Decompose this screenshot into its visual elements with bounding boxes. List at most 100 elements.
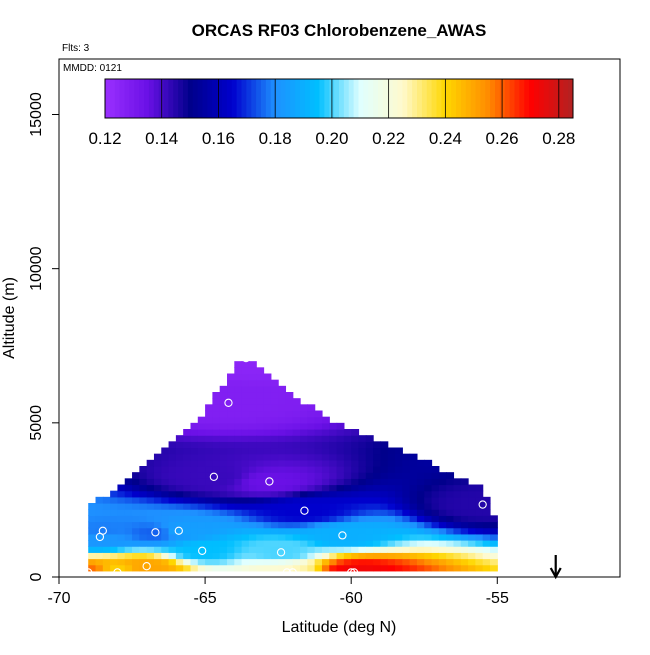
heatmap-cell [343, 435, 352, 442]
heatmap-cell [307, 416, 316, 424]
heatmap-cell [234, 552, 243, 560]
heatmap-cell [285, 459, 294, 467]
heatmap-cell [117, 509, 126, 516]
heatmap-cell [212, 472, 221, 479]
heatmap-cell [175, 540, 184, 547]
heatmap-cell [343, 429, 352, 436]
heatmap-cell [256, 515, 265, 523]
heatmap-cell [387, 503, 396, 510]
heatmap-cell [263, 533, 272, 541]
heatmap-cell [292, 410, 301, 418]
heatmap-cell [263, 527, 272, 535]
heatmap-cell [153, 490, 162, 498]
heatmap-cell [183, 546, 192, 553]
heatmap-cell [256, 527, 265, 535]
heatmap-cell [351, 521, 360, 529]
heatmap-cell [285, 533, 294, 541]
heatmap-cell [227, 459, 235, 467]
colorbar-swatch [158, 79, 164, 118]
heatmap-cell [175, 441, 184, 449]
heatmap-cell [387, 466, 396, 473]
heatmap-cell [205, 416, 213, 424]
heatmap-cell [205, 515, 213, 523]
colorbar-tick-label: 0.18 [259, 129, 292, 148]
colorbar-swatch [499, 79, 506, 118]
heatmap-cell [270, 466, 279, 473]
heatmap-cell [248, 552, 257, 560]
heatmap-cell [395, 478, 403, 486]
heatmap-cell [292, 540, 301, 547]
heatmap-cell [88, 503, 97, 510]
heatmap-cell [292, 422, 301, 430]
heatmap-cell [161, 466, 170, 473]
heatmap-cell [183, 447, 192, 455]
heatmap-cell [321, 478, 330, 486]
heatmap-cell [227, 558, 235, 566]
heatmap-cell [336, 552, 345, 560]
colorbar-swatch [148, 79, 155, 118]
heatmap-cell [139, 533, 148, 541]
heatmap-cell [219, 564, 228, 572]
heatmap-cell [88, 540, 97, 547]
heatmap-cell [234, 373, 243, 381]
sample-points-layer [84, 353, 487, 577]
heatmap-cell [336, 509, 345, 516]
heatmap-cell [270, 429, 279, 436]
heatmap-cell [153, 503, 162, 510]
heatmap-cell [416, 490, 425, 498]
heatmap-cell [292, 509, 301, 516]
heatmap-cell [190, 496, 199, 504]
heatmap-cell [270, 521, 279, 529]
heatmap-cell [256, 373, 265, 381]
heatmap-cell [300, 466, 308, 473]
heatmap-cell [380, 503, 389, 510]
heatmap-cell [205, 404, 213, 412]
heatmap-cell [161, 503, 170, 510]
heatmap-cell [241, 416, 250, 424]
heatmap-cell [227, 429, 235, 436]
sample-point [338, 531, 347, 540]
heatmap-cell [256, 546, 265, 553]
x-tick-label: -55 [486, 590, 509, 607]
heatmap-cell [197, 484, 206, 492]
heatmap-cell [146, 459, 155, 467]
heatmap-cell [263, 404, 272, 412]
heatmap-cell [358, 552, 367, 560]
colorbar-swatch [285, 79, 291, 118]
heatmap-cell [409, 515, 418, 523]
heatmap-cell [161, 558, 170, 566]
heatmap-cell [351, 429, 360, 436]
heatmap-cell [475, 509, 484, 516]
heatmap-cell [314, 546, 323, 553]
heatmap-cell [446, 490, 455, 498]
heatmap-cell [307, 509, 316, 516]
heatmap-cell [395, 521, 403, 529]
heatmap-cell [351, 515, 360, 523]
heatmap-cell [373, 459, 381, 467]
colorbar-swatch [456, 79, 462, 118]
heatmap-cell [321, 521, 330, 529]
heatmap-cell [256, 558, 265, 566]
heatmap-cell [329, 422, 338, 430]
heatmap-cell [153, 540, 162, 547]
heatmap-cell [161, 509, 170, 516]
heatmap-cell [278, 459, 287, 467]
heatmap-cell [482, 546, 491, 553]
heatmap-cell [438, 503, 447, 510]
heatmap-cell [190, 533, 199, 541]
heatmap-cell [402, 558, 411, 566]
heatmap-cell [168, 521, 177, 529]
heatmap-cell [292, 496, 301, 504]
heatmap-cell [161, 533, 170, 541]
heatmap-cell [351, 447, 360, 455]
heatmap-cell [124, 558, 133, 566]
colorbar-swatch [261, 79, 267, 118]
colorbar-swatch [109, 79, 116, 118]
heatmap-cell [227, 441, 235, 449]
heatmap-cell [183, 472, 192, 479]
colorbar-swatch [300, 79, 306, 118]
colorbar-swatch [465, 79, 472, 118]
heatmap-cell [124, 521, 133, 529]
heatmap-cell [212, 509, 221, 516]
heatmap-cell [307, 435, 316, 442]
